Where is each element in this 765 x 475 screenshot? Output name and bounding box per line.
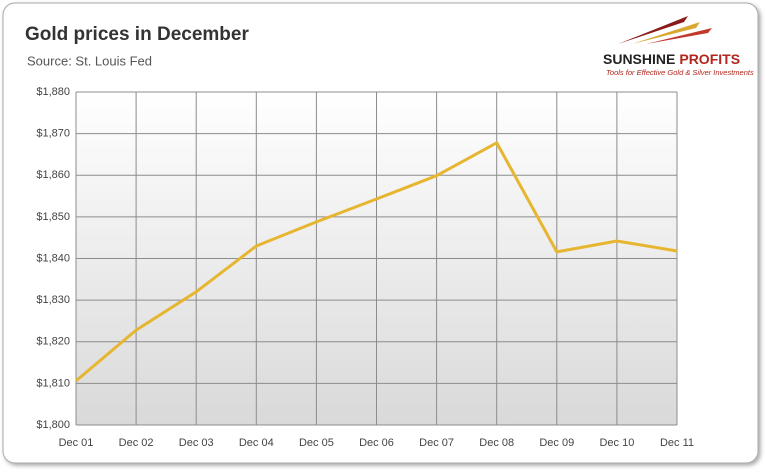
y-tick-label: $1,880: [36, 86, 70, 98]
logo-name-2: PROFITS: [679, 51, 740, 67]
y-tick-label: $1,800: [36, 419, 70, 431]
y-tick-label: $1,870: [36, 128, 70, 140]
x-tick-label: Dec 06: [359, 437, 394, 449]
x-tick-label: Dec 04: [239, 437, 274, 449]
chart-title: Gold prices in December: [25, 24, 249, 45]
y-tick-label: $1,830: [36, 294, 70, 306]
x-tick-label: Dec 03: [179, 437, 214, 449]
x-tick-label: Dec 02: [119, 437, 154, 449]
line: [75, 141, 678, 383]
logo-name-1: SUNSHINE: [603, 51, 675, 67]
chart-subtitle: Source: St. Louis Fed: [27, 53, 152, 68]
logo-swoosh: [646, 28, 712, 44]
logo-tagline: Tools for Effective Gold & Silver Invest…: [606, 68, 754, 77]
logo-name: SUNSHINE PROFITS: [603, 51, 740, 67]
x-tick-label: Dec 05: [299, 437, 334, 449]
logo-swoosh: [632, 22, 700, 44]
y-tick-label: $1,820: [36, 336, 70, 348]
x-tick-label: Dec 11: [660, 437, 694, 449]
y-tick-label: $1,850: [36, 211, 70, 223]
logo: SUNSHINE PROFITS Tools for Effective Gold…: [603, 16, 754, 77]
y-tick-label: $1,840: [36, 252, 70, 264]
logo-swoosh: [618, 16, 688, 44]
x-tick-label: Dec 07: [419, 437, 454, 449]
x-tick-label: Dec 10: [599, 437, 634, 449]
x-tick-label: Dec 08: [479, 437, 514, 449]
x-tick-label: Dec 09: [539, 437, 574, 449]
y-tick-label: $1,810: [36, 377, 70, 389]
y-tick-label: $1,860: [36, 169, 70, 181]
x-tick-label: Dec 01: [59, 437, 94, 449]
